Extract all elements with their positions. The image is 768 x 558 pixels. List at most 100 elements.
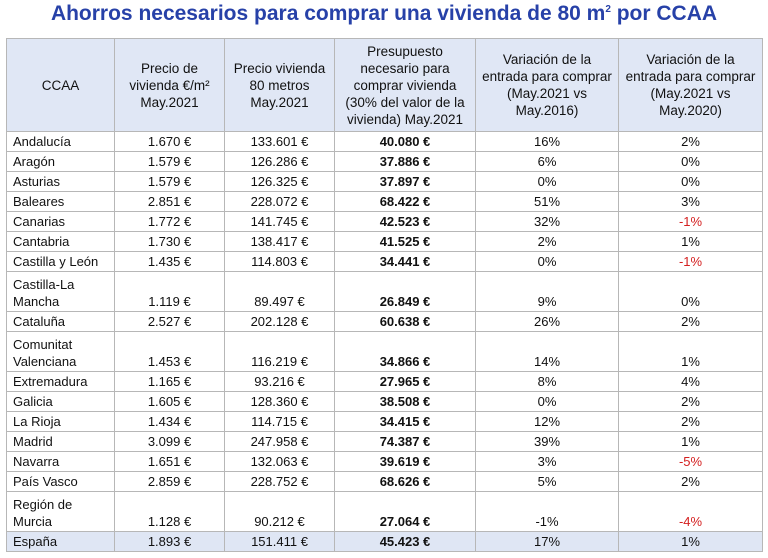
cell-budget: 45.423 € — [334, 531, 476, 552]
cell-variation-2020: 2% — [618, 311, 763, 332]
cell-variation-2020: 2% — [618, 411, 763, 432]
page-title: Ahorros necesarios para comprar una vivi… — [0, 2, 768, 26]
table-row: Aragón 1.579 €126.286 €37.886 €6% 0% — [6, 151, 763, 172]
cell-price-80m: 93.216 € — [224, 371, 335, 392]
cell-price-80m: 138.417 € — [224, 231, 335, 252]
cell-price-80m: 114.715 € — [224, 411, 335, 432]
table-row: Asturias 1.579 €126.325 €37.897 €0% 0% — [6, 171, 763, 192]
cell-budget: 39.619 € — [334, 451, 476, 472]
cell-variation-2020: 3% — [618, 191, 763, 212]
cell-price-m2: 1.670 € — [114, 131, 225, 152]
cell-variation-2016: 8% — [475, 371, 619, 392]
cell-variation-2020: -4% — [618, 491, 763, 532]
cell-ccaa: Castilla-La Mancha — [6, 271, 115, 312]
cell-ccaa: España — [6, 531, 115, 552]
table-row: Andalucía 1.670 €133.601 €40.080 €16% 2% — [6, 131, 763, 152]
cell-price-80m: 89.497 € — [224, 271, 335, 312]
cell-budget: 27.064 € — [334, 491, 476, 532]
cell-price-80m: 90.212 € — [224, 491, 335, 532]
table-row: Comunitat Valenciana 1.453 €116.219 €34.8… — [6, 331, 763, 372]
cell-variation-2016: 17% — [475, 531, 619, 552]
cell-variation-2016: 3% — [475, 451, 619, 472]
cell-ccaa: Cantabria — [6, 231, 115, 252]
cell-budget: 38.508 € — [334, 391, 476, 412]
cell-price-m2: 1.579 € — [114, 171, 225, 192]
cell-budget: 27.965 € — [334, 371, 476, 392]
cell-budget: 34.441 € — [334, 251, 476, 272]
cell-budget: 74.387 € — [334, 431, 476, 452]
cell-price-80m: 202.128 € — [224, 311, 335, 332]
cell-budget: 41.525 € — [334, 231, 476, 252]
cell-price-80m: 228.072 € — [224, 191, 335, 212]
cell-variation-2020: 2% — [618, 131, 763, 152]
cell-variation-2016: 12% — [475, 411, 619, 432]
cell-variation-2016: 39% — [475, 431, 619, 452]
cell-ccaa: Cataluña — [6, 311, 115, 332]
cell-budget: 37.897 € — [334, 171, 476, 192]
cell-price-80m: 116.219 € — [224, 331, 335, 372]
cell-price-80m: 247.958 € — [224, 431, 335, 452]
cell-price-m2: 1.651 € — [114, 451, 225, 472]
cell-ccaa: Asturias — [6, 171, 115, 192]
column-header-variation-2016: Variación de la entrada para comprar (Ma… — [475, 38, 619, 132]
table-row: Baleares 2.851 €228.072 €68.422 €51% 3% — [6, 191, 763, 212]
cell-variation-2020: -1% — [618, 211, 763, 232]
cell-ccaa: Madrid — [6, 431, 115, 452]
cell-budget: 68.626 € — [334, 471, 476, 492]
title-text: Ahorros necesarios para comprar una vivi… — [50, 2, 606, 25]
table-row: Región de Murcia 1.128 €90.212 €27.064 € -… — [6, 491, 763, 532]
table-header-row: CCAA Precio de vivienda €/m² May.2021 Pr… — [6, 38, 763, 132]
cell-price-m2: 1.453 € — [114, 331, 225, 372]
cell-variation-2020: 1% — [618, 231, 763, 252]
cell-price-80m: 126.325 € — [224, 171, 335, 192]
cell-price-m2: 1.772 € — [114, 211, 225, 232]
cell-price-m2: 1.579 € — [114, 151, 225, 172]
cell-variation-2016: 0% — [475, 251, 619, 272]
cell-ccaa: Navarra — [6, 451, 115, 472]
cell-budget: 40.080 € — [334, 131, 476, 152]
cell-price-m2: 2.527 € — [114, 311, 225, 332]
cell-price-m2: 3.099 € — [114, 431, 225, 452]
cell-variation-2016: 51% — [475, 191, 619, 212]
cell-budget: 68.422 € — [334, 191, 476, 212]
table-row: Castilla-La Mancha 1.119 €89.497 €26.849 … — [6, 271, 763, 312]
table-row: Castilla y León 1.435 €114.803 €34.441 €0… — [6, 251, 763, 272]
table-row: Extremadura 1.165 €93.216 €27.965 €8% 4% — [6, 371, 763, 392]
cell-budget: 34.415 € — [334, 411, 476, 432]
cell-variation-2020: 4% — [618, 371, 763, 392]
cell-variation-2020: 1% — [618, 531, 763, 552]
cell-variation-2020: 0% — [618, 271, 763, 312]
cell-price-m2: 1.434 € — [114, 411, 225, 432]
table-body: Andalucía 1.670 €133.601 €40.080 €16% 2% Ar… — [6, 131, 763, 552]
cell-price-m2: 1.119 € — [114, 271, 225, 312]
cell-variation-2020: 0% — [618, 151, 763, 172]
cell-ccaa: Aragón — [6, 151, 115, 172]
cell-variation-2016: -1% — [475, 491, 619, 532]
table-row: Cantabria 1.730 €138.417 €41.525 €2% 1% — [6, 231, 763, 252]
cell-price-80m: 228.752 € — [224, 471, 335, 492]
cell-ccaa: Comunitat Valenciana — [6, 331, 115, 372]
cell-price-m2: 1.605 € — [114, 391, 225, 412]
cell-price-m2: 1.893 € — [114, 531, 225, 552]
cell-budget: 26.849 € — [334, 271, 476, 312]
cell-variation-2016: 14% — [475, 331, 619, 372]
cell-price-m2: 1.128 € — [114, 491, 225, 532]
cell-price-80m: 114.803 € — [224, 251, 335, 272]
table-row: Cataluña 2.527 €202.128 €60.638 €26% 2% — [6, 311, 763, 332]
title-superscript: 2 — [605, 4, 611, 15]
column-header-price-80m: Precio vivienda 80 metros May.2021 — [224, 38, 335, 132]
cell-price-m2: 2.859 € — [114, 471, 225, 492]
table-row: Galicia 1.605 €128.360 €38.508 €0% 2% — [6, 391, 763, 412]
cell-variation-2020: -1% — [618, 251, 763, 272]
column-header-price-m2: Precio de vivienda €/m² May.2021 — [114, 38, 225, 132]
column-header-ccaa: CCAA — [6, 38, 115, 132]
title-suffix: por CCAA — [610, 2, 718, 25]
cell-ccaa: Canarias — [6, 211, 115, 232]
cell-variation-2016: 6% — [475, 151, 619, 172]
column-header-budget: Presupuesto necesario para comprar vivie… — [334, 38, 476, 132]
cell-variation-2016: 0% — [475, 171, 619, 192]
cell-price-m2: 2.851 € — [114, 191, 225, 212]
cell-ccaa: Castilla y León — [6, 251, 115, 272]
cell-price-80m: 151.411 € — [224, 531, 335, 552]
cell-ccaa: Baleares — [6, 191, 115, 212]
